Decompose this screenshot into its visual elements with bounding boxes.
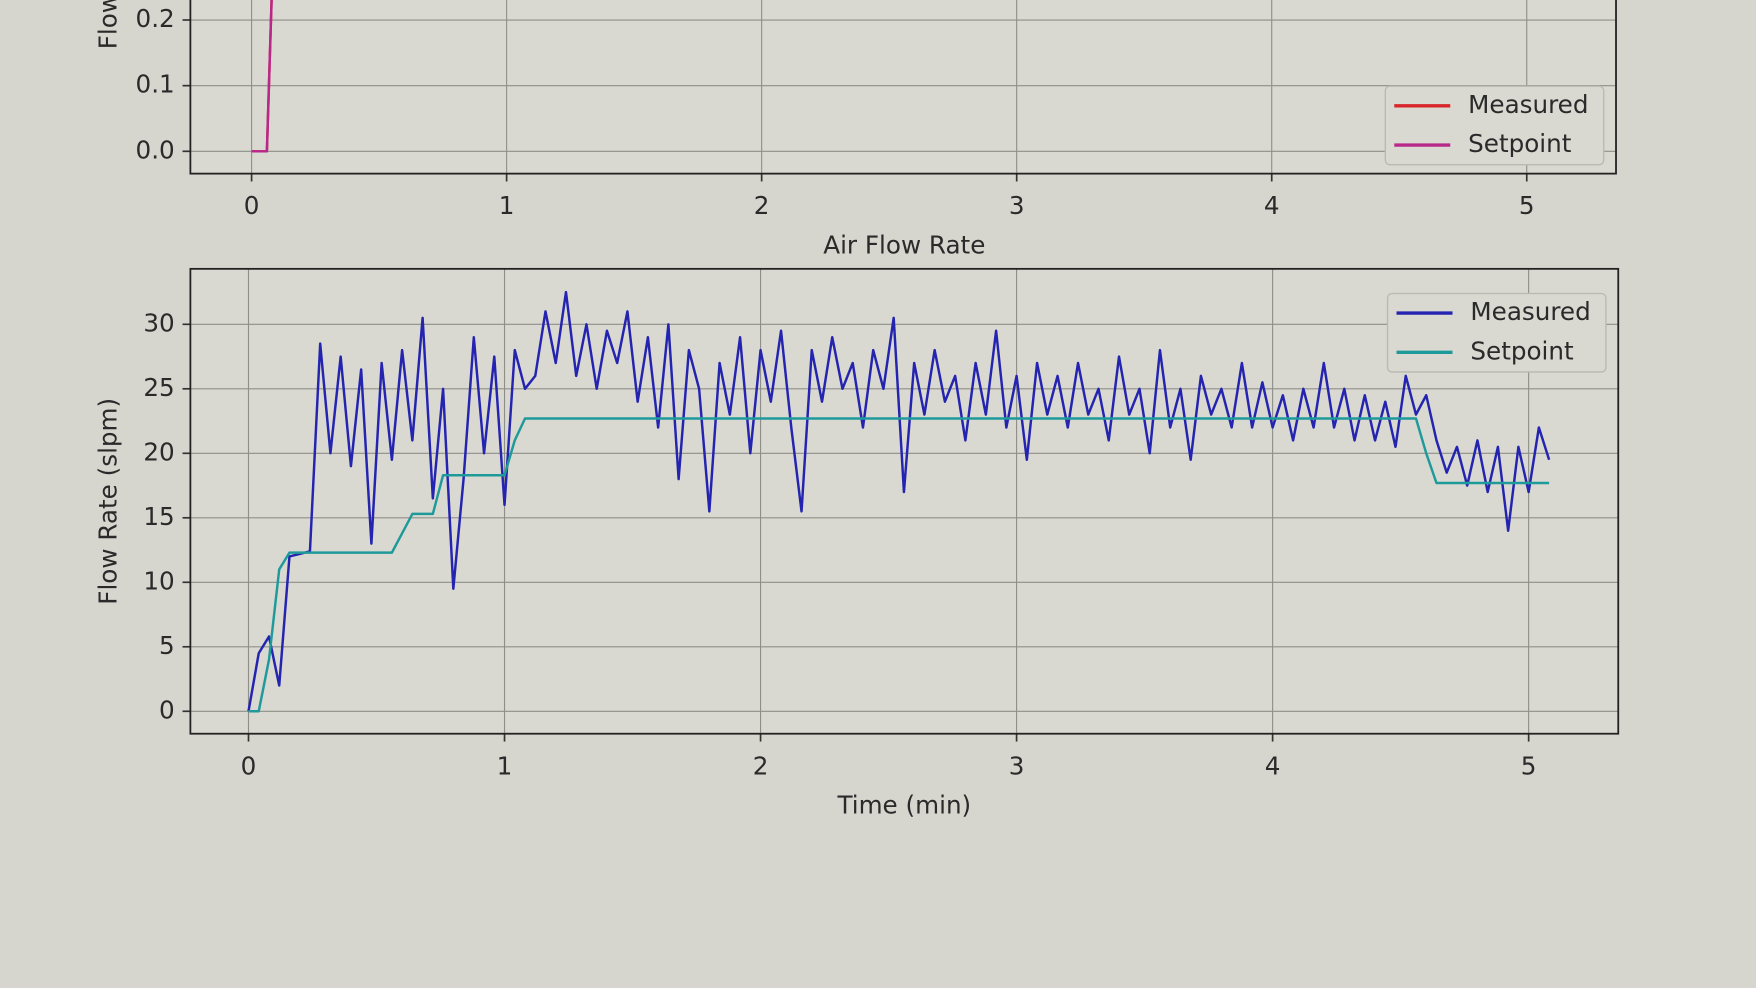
y-tick-label: 30 (143, 308, 174, 337)
series-line (247, 290, 1551, 712)
plot-area (190, 268, 1619, 734)
y-tick-label: 20 (143, 437, 174, 466)
chart-title: Air Flow Rate (823, 230, 985, 259)
y-axis-label: Flow Rate (slpm) (94, 398, 123, 605)
y-tick-label: 0.1 (136, 70, 175, 99)
legend: Measured Setpoint (1386, 292, 1607, 373)
y-tick-label: 0.0 (136, 135, 175, 164)
x-tick-label: 4 (1264, 191, 1280, 220)
x-tick-label: 3 (1009, 191, 1025, 220)
y-axis-label: Flow (94, 0, 123, 49)
axes-frame (189, 267, 1620, 735)
panel: 0.0 0.1 0.2 0 1 2 3 4 5 Flow Measured Setpoint (94, 0, 1617, 220)
axes-frame (189, 0, 1617, 175)
y-tick-label: 10 (143, 566, 174, 595)
y-tick-label: 25 (143, 373, 174, 402)
x-tick-label: 2 (753, 751, 769, 780)
legend: Measured Setpoint (1384, 85, 1605, 166)
x-tick-label: 5 (1521, 751, 1537, 780)
y-tick-label: 5 (159, 631, 175, 660)
x-tick-label: 0 (244, 191, 260, 220)
legend-label: Measured (1470, 297, 1590, 326)
x-tick-label: 1 (497, 751, 513, 780)
x-tick-label: 3 (1009, 751, 1025, 780)
series-line (248, 417, 1550, 713)
legend-label: Setpoint (1470, 336, 1574, 365)
x-tick-label: 5 (1519, 191, 1535, 220)
x-tick-label: 4 (1265, 751, 1281, 780)
legend-label: Measured (1468, 90, 1588, 119)
x-axis-label: Time (min) (836, 791, 971, 820)
series-line (251, 0, 273, 153)
y-tick-label: 0.2 (136, 4, 175, 33)
y-tick-label: 0 (159, 695, 175, 724)
y-tick-label: 15 (143, 502, 174, 531)
x-tick-label: 2 (754, 191, 770, 220)
x-tick-label: 1 (499, 191, 515, 220)
plot-area (190, 0, 1617, 174)
panel: 0 5 10 15 20 25 30 0 1 2 3 4 5 Air Flow Rate Time (min… (94, 230, 1620, 820)
legend-label: Setpoint (1468, 129, 1572, 158)
x-tick-label: 0 (241, 751, 257, 780)
